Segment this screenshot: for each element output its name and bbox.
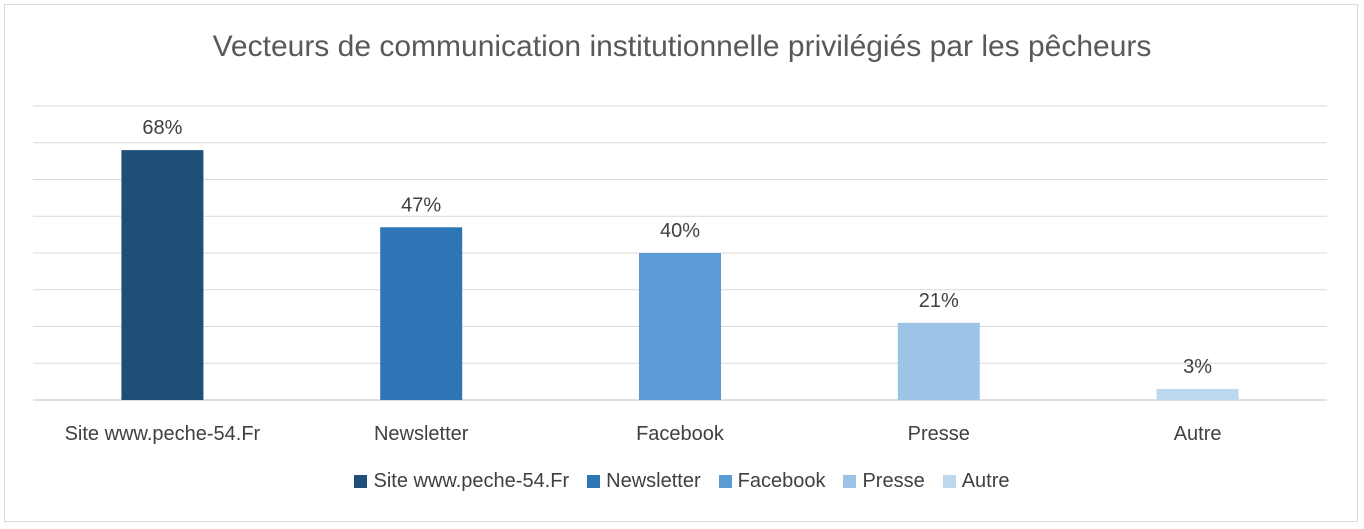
legend-label-1: Site www.peche-54.Fr xyxy=(373,470,570,492)
bar-2 xyxy=(380,227,463,400)
bar-4 xyxy=(897,322,980,400)
chart-title: Vecteurs de communication institutionnel… xyxy=(212,30,1152,63)
data-label-4: 21% xyxy=(919,290,959,312)
bar-1 xyxy=(121,150,204,400)
legend-item-4: Presse xyxy=(843,470,925,493)
legend-item-1: Site www.peche-54.Fr xyxy=(354,470,569,493)
legend-item-5: Autre xyxy=(942,470,1010,493)
x-tick-label-1: Site www.peche-54.Fr xyxy=(65,423,261,445)
legend-label-4: Presse xyxy=(862,470,925,492)
x-tick-label-5: Autre xyxy=(1174,423,1222,445)
legend-label-3: Facebook xyxy=(737,470,826,492)
x-tick-label-3: Facebook xyxy=(636,423,725,445)
bar-3 xyxy=(639,253,721,400)
data-label-5: 3% xyxy=(1183,356,1212,378)
legend: Site www.peche-54.Fr Newsletter Facebook Pr… xyxy=(0,470,1364,493)
legend-label-5: Autre xyxy=(961,470,1010,492)
legend-swatch-4 xyxy=(843,475,857,488)
x-tick-label-4: Presse xyxy=(908,423,970,445)
legend-label-2: Newsletter xyxy=(606,470,701,492)
data-label-3: 40% xyxy=(660,220,700,242)
legend-swatch-3 xyxy=(718,475,732,488)
legend-item-3: Facebook xyxy=(718,470,826,493)
bar-5 xyxy=(1156,388,1239,400)
data-label-1: 68% xyxy=(142,117,182,139)
legend-swatch-2 xyxy=(587,475,601,488)
legend-swatch-5 xyxy=(942,475,956,488)
x-tick-label-2: Newsletter xyxy=(374,423,469,445)
data-label-2: 47% xyxy=(401,194,441,216)
legend-swatch-1 xyxy=(354,475,368,488)
legend-item-2: Newsletter xyxy=(587,470,701,493)
